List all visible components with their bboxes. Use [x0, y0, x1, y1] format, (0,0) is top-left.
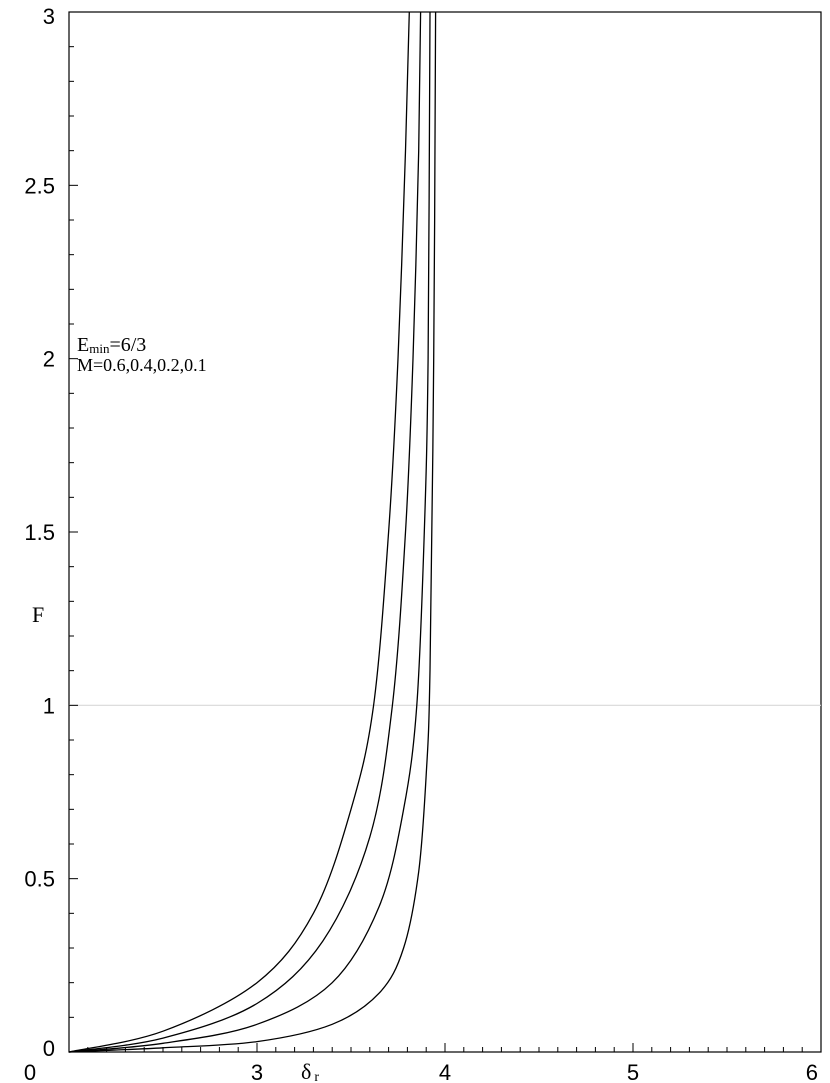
x-axis-label-subscript: r — [314, 1070, 319, 1083]
y-tick-label: 0 — [43, 1036, 55, 1061]
annotation-subscript: min — [89, 341, 110, 356]
x-tick-label: 6 — [806, 1060, 818, 1083]
y-tick-label: 2.5 — [24, 173, 55, 198]
annotation-value: =6/3 — [109, 334, 146, 356]
x-tick-label: 4 — [439, 1060, 451, 1083]
x-tick-label: 5 — [627, 1060, 639, 1083]
annotation-line-1: Emin=6/3 — [77, 334, 146, 356]
y-tick-label: 1 — [43, 693, 55, 718]
x-axis-label-main: δ — [301, 1059, 311, 1083]
series-curve — [68, 11, 422, 1053]
curves — [68, 11, 437, 1053]
y-tick-label: 1.5 — [24, 520, 55, 545]
annotation-e: E — [77, 334, 89, 356]
annotation-line-2: M=0.6,0.4,0.2,0.1 — [77, 355, 207, 375]
y-tick-label: 3 — [43, 4, 55, 29]
series-curve — [68, 11, 431, 1053]
y-tick-label: 2 — [43, 347, 55, 372]
series-curve — [68, 11, 437, 1053]
series-curve — [68, 11, 410, 1053]
x-ticks: 3 4 5 6 0 — [24, 1043, 822, 1083]
y-tick-label: 0.5 — [24, 867, 55, 892]
y-axis-label: F — [32, 602, 44, 627]
x-tick-label: 3 — [251, 1060, 263, 1083]
plot-frame — [68, 11, 822, 1053]
y-ticks: 0 0.5 1 1.5 2 2.5 3 — [24, 4, 78, 1061]
origin-label: 0 — [24, 1060, 36, 1083]
